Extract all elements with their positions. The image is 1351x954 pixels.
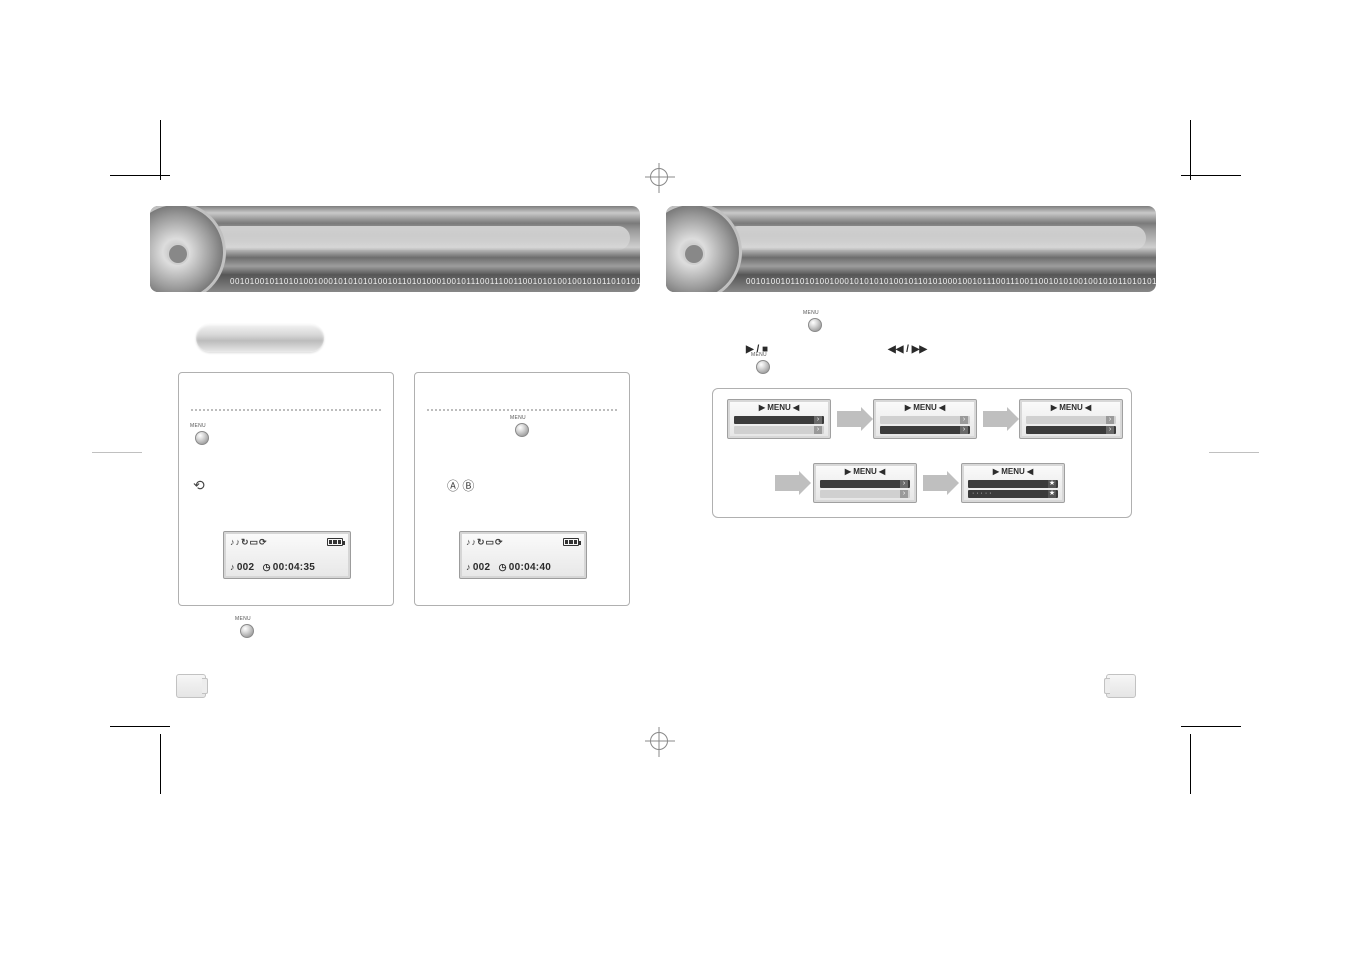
ab-repeat-icon: Ⓐ Ⓑ	[447, 477, 474, 494]
menu-panel: ▶ MENU ◀ › ›	[727, 399, 831, 439]
menu-flow-diagram: ▶ MENU ◀ › › ▶ MENU ◀ › › ▶ MENU ◀ › › ▶…	[712, 388, 1132, 518]
banner-bits: 0010100101101010010001010101010010110101…	[746, 277, 1156, 286]
guide-mark	[92, 452, 142, 453]
menu-button-icon	[240, 624, 254, 638]
arrow-icon	[837, 411, 861, 427]
menu-panel: ▶ MENU ◀ › ›	[873, 399, 977, 439]
repeat-a-icon: ⟲	[193, 477, 205, 494]
battery-icon	[563, 538, 579, 546]
arrow-icon	[775, 475, 799, 491]
crop-mark	[1190, 734, 1191, 794]
menu-panel: ▶ MENU ◀ › ›	[1019, 399, 1123, 439]
lcd-readout: ♪002 ◷00:04:40	[466, 562, 551, 573]
lcd-icons: ♪♪↻▭⟳	[230, 537, 268, 548]
crop-mark	[160, 734, 161, 794]
menu-panel: ▶ MENU ◀ › ›	[813, 463, 917, 503]
menu-button-icon	[515, 423, 529, 437]
step-box-1: ⟲ ♪♪↻▭⟳ ♪002 ◷00:04:35	[178, 372, 394, 606]
guide-mark	[1209, 452, 1259, 453]
section-pill	[196, 324, 324, 352]
battery-icon	[327, 538, 343, 546]
rew-ff-icon: ◀◀ / ▶▶	[888, 344, 927, 355]
menu-button-icon	[195, 431, 209, 445]
page-tab-right	[1106, 674, 1136, 698]
crop-mark	[1190, 120, 1191, 180]
arrow-icon	[923, 475, 947, 491]
dotted-rule	[427, 409, 617, 411]
crop-mark	[1181, 726, 1241, 727]
dotted-rule	[191, 409, 381, 411]
crop-mark	[110, 175, 170, 176]
lcd-display-2: ♪♪↻▭⟳ ♪002 ◷00:04:40	[459, 531, 587, 579]
menu-button-icon	[756, 360, 770, 374]
menu-panel-stars: ▶ MENU ◀ ★ · · · · · ★	[961, 463, 1065, 503]
lcd-display-1: ♪♪↻▭⟳ ♪002 ◷00:04:35	[223, 531, 351, 579]
menu-button-icon	[808, 318, 822, 332]
banner-bits: 0010100101101010010001010101010010110101…	[230, 277, 640, 286]
arrow-icon	[983, 411, 1007, 427]
registration-mark	[650, 168, 668, 186]
page-tab-left	[176, 674, 206, 698]
lcd-readout: ♪002 ◷00:04:35	[230, 562, 315, 573]
crop-mark	[110, 726, 170, 727]
crop-mark	[160, 120, 161, 180]
step-box-2: Ⓐ Ⓑ ♪♪↻▭⟳ ♪002 ◷00:04:40	[414, 372, 630, 606]
header-banner-left: 0010100101101010010001010101010010110101…	[150, 206, 640, 292]
registration-mark	[650, 732, 668, 750]
lcd-icons: ♪♪↻▭⟳	[466, 537, 504, 548]
header-banner-right: 0010100101101010010001010101010010110101…	[666, 206, 1156, 292]
